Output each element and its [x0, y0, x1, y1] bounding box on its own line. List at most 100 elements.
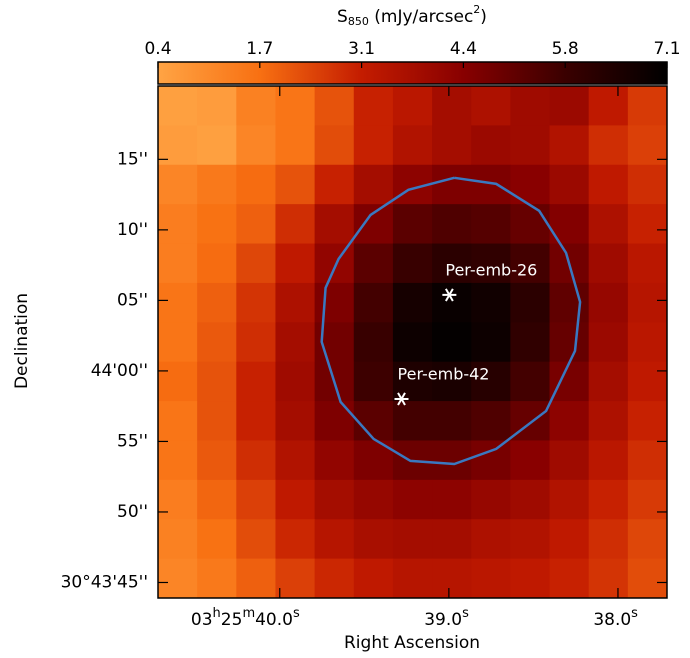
heatmap-cell — [432, 401, 472, 441]
heatmap-cell — [158, 480, 198, 520]
x-tick-label-part: 03 — [191, 610, 213, 630]
heatmap-cell — [393, 283, 433, 323]
heatmap-cell — [471, 440, 511, 480]
colorbar-tick-label: 0.4 — [144, 39, 171, 59]
heatmap-cell — [197, 322, 237, 362]
x-tick-label: 03h25m40.0s — [191, 606, 300, 631]
heatmap-cell — [354, 125, 394, 165]
heatmap-cell — [550, 125, 590, 165]
heatmap-cell — [275, 440, 315, 480]
heatmap-cell — [589, 480, 629, 520]
x-tick-label-part: 25 — [221, 610, 243, 630]
heatmap-cell — [236, 283, 276, 323]
x-tick-label: 39.0s — [424, 606, 469, 631]
heatmap-cell — [158, 362, 198, 402]
heatmap-cell — [197, 559, 237, 599]
heatmap-cell — [393, 322, 433, 362]
heatmap-cell — [158, 559, 198, 599]
heatmap-cell — [197, 125, 237, 165]
heatmap-cell — [393, 401, 433, 441]
heatmap-cell — [354, 322, 394, 362]
heatmap-cell — [550, 401, 590, 441]
heatmap-cell — [589, 362, 629, 402]
heatmap-cell — [158, 401, 198, 441]
heatmap-cell — [275, 86, 315, 126]
heatmap-cell — [432, 165, 472, 205]
heatmap-cell — [354, 401, 394, 441]
colorbar-label-close: ) — [480, 7, 487, 27]
heatmap-cell — [354, 283, 394, 323]
heatmap-cell — [471, 86, 511, 126]
heatmap-cell — [432, 204, 472, 244]
x-tick-label-part: 38.0 — [593, 610, 631, 630]
heatmap-cell — [354, 480, 394, 520]
heatmap-cell — [510, 480, 550, 520]
heatmap-cell — [354, 86, 394, 126]
y-tick-label: 44'00'' — [91, 361, 148, 381]
x-tick-label-part: 40.0 — [255, 610, 293, 630]
heatmap-cell — [550, 440, 590, 480]
heatmap-cell — [236, 440, 276, 480]
heatmap-cell — [197, 362, 237, 402]
heatmap-cell — [275, 204, 315, 244]
heatmap-cell — [158, 440, 198, 480]
heatmap-cell — [393, 244, 433, 284]
heatmap-cell — [158, 519, 198, 559]
y-tick-label: 50'' — [117, 502, 148, 522]
heatmap-cell — [393, 559, 433, 599]
heatmap-cell — [589, 86, 629, 126]
x-tick-label-unit: s — [462, 606, 469, 621]
heatmap-cell — [315, 559, 355, 599]
heatmap-cell — [471, 401, 511, 441]
heatmap-cell — [354, 244, 394, 284]
heatmap-cell — [471, 125, 511, 165]
heatmap-cell — [550, 283, 590, 323]
x-axis-title: Right Ascension — [344, 633, 480, 653]
x-tick-label-unit: s — [293, 606, 300, 621]
heatmap-cell — [197, 480, 237, 520]
heatmap-cell — [510, 125, 550, 165]
heatmap-cell — [471, 283, 511, 323]
heatmap-cell — [393, 480, 433, 520]
heatmap-cell — [236, 519, 276, 559]
heatmap-cell — [432, 322, 472, 362]
heatmap-cell — [471, 480, 511, 520]
heatmap-cell — [589, 204, 629, 244]
y-tick-label: 55'' — [117, 431, 148, 451]
heatmap-cell — [158, 204, 198, 244]
heatmap-cell — [628, 283, 668, 323]
x-tick-label: 38.0s — [593, 606, 638, 631]
colorbar-tick-label: 5.8 — [552, 39, 579, 59]
heatmap-cell — [432, 86, 472, 126]
heatmap-cell — [628, 362, 668, 402]
heatmap-cell — [628, 480, 668, 520]
heatmap-cell — [510, 86, 550, 126]
x-tick-label-unit: s — [631, 606, 638, 621]
colorbar-label-symbol: S — [337, 7, 348, 27]
heatmap-cell — [275, 244, 315, 284]
heatmap-cell — [510, 362, 550, 402]
heatmap-cell — [432, 125, 472, 165]
heatmap-cell — [354, 362, 394, 402]
heatmap-cell — [393, 204, 433, 244]
colorbar — [158, 62, 667, 84]
x-tick-label-part: 39.0 — [424, 610, 462, 630]
heatmap-cell — [628, 519, 668, 559]
heatmap-cell — [315, 244, 355, 284]
colorbar-label-unit: (mJy/arcsec — [374, 7, 473, 27]
heatmap-cell — [471, 165, 511, 205]
heatmap-cell — [236, 165, 276, 205]
heatmap-cell — [236, 322, 276, 362]
heatmap-cell — [158, 86, 198, 126]
heatmap-cell — [510, 519, 550, 559]
heatmap-cell — [275, 519, 315, 559]
heatmap-cell — [628, 401, 668, 441]
heatmap-cell — [197, 283, 237, 323]
colorbar-label-superscript: 2 — [473, 3, 480, 16]
heatmap-cell — [393, 125, 433, 165]
heatmap-cell — [550, 165, 590, 205]
heatmap-cell — [510, 440, 550, 480]
heatmap-cell — [354, 519, 394, 559]
source-label: Per-emb-26 — [445, 260, 537, 279]
heatmap-cell — [197, 165, 237, 205]
